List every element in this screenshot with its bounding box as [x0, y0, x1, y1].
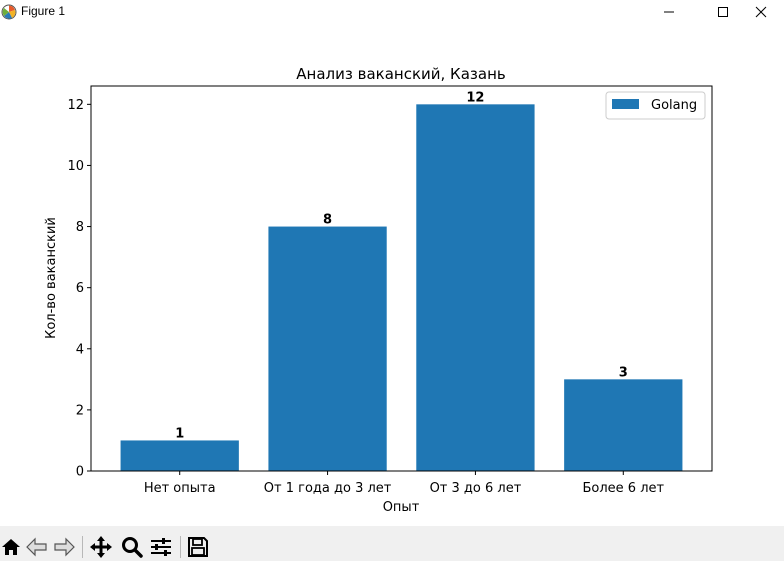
legend-label: Golang	[651, 98, 697, 113]
navigation-toolbar	[0, 526, 784, 561]
y-tick-label: 10	[67, 159, 84, 174]
bar-chart: Анализ ваканский, Казань 1 8 12 3 0 2 4 6 8 10 12…	[44, 65, 713, 515]
y-tick-label: 12	[67, 98, 84, 113]
chart-title: Анализ ваканский, Казань	[296, 65, 505, 83]
save-icon[interactable]	[185, 534, 211, 560]
x-axis-label: Опыт	[383, 500, 420, 515]
figure-canvas[interactable]: Анализ ваканский, Казань 1 8 12 3 0 2 4 6 8 10 12…	[0, 24, 784, 526]
back-arrow-icon[interactable]	[24, 534, 50, 560]
toolbar-separator	[180, 536, 181, 558]
minimize-button[interactable]	[646, 0, 692, 24]
window-title: Figure 1	[21, 4, 66, 18]
x-tick-label: Более 6 лет	[582, 481, 664, 496]
bar	[268, 226, 387, 471]
move-icon[interactable]	[88, 534, 114, 560]
home-icon[interactable]	[0, 534, 26, 560]
legend-swatch	[612, 99, 639, 109]
minimize-icon	[664, 11, 674, 13]
y-tick-label: 6	[76, 281, 84, 296]
toolbar-separator	[82, 536, 83, 558]
x-tick-label: От 1 года до 3 лет	[264, 481, 392, 496]
y-tick-label: 4	[76, 342, 84, 357]
x-tick-label: От 3 до 6 лет	[430, 481, 522, 496]
maximize-icon	[718, 7, 728, 17]
bar-data-label: 3	[619, 365, 628, 380]
configure-subplots-icon[interactable]	[148, 534, 174, 560]
close-icon	[755, 6, 767, 18]
bar-data-label: 12	[466, 90, 484, 105]
y-tick-label: 0	[76, 465, 84, 480]
y-tick-label: 2	[76, 403, 84, 418]
close-button[interactable]	[738, 0, 784, 24]
bar-data-label: 1	[175, 426, 184, 441]
legend: Golang	[605, 91, 706, 120]
bar-data-label: 8	[323, 213, 332, 228]
y-axis-label: Кол-во ваканский	[44, 217, 59, 339]
maximize-button[interactable]	[700, 0, 746, 24]
axes-frame	[90, 85, 713, 472]
window-titlebar: Figure 1	[0, 0, 784, 24]
x-tick-label: Нет опыта	[144, 481, 216, 496]
legend-frame	[605, 91, 706, 120]
bar	[120, 440, 239, 471]
y-tick-label: 8	[76, 220, 84, 235]
bar	[416, 104, 535, 471]
bar	[564, 379, 683, 471]
zoom-icon[interactable]	[119, 534, 145, 560]
matplotlib-logo-icon	[1, 4, 17, 20]
forward-arrow-icon[interactable]	[51, 534, 77, 560]
